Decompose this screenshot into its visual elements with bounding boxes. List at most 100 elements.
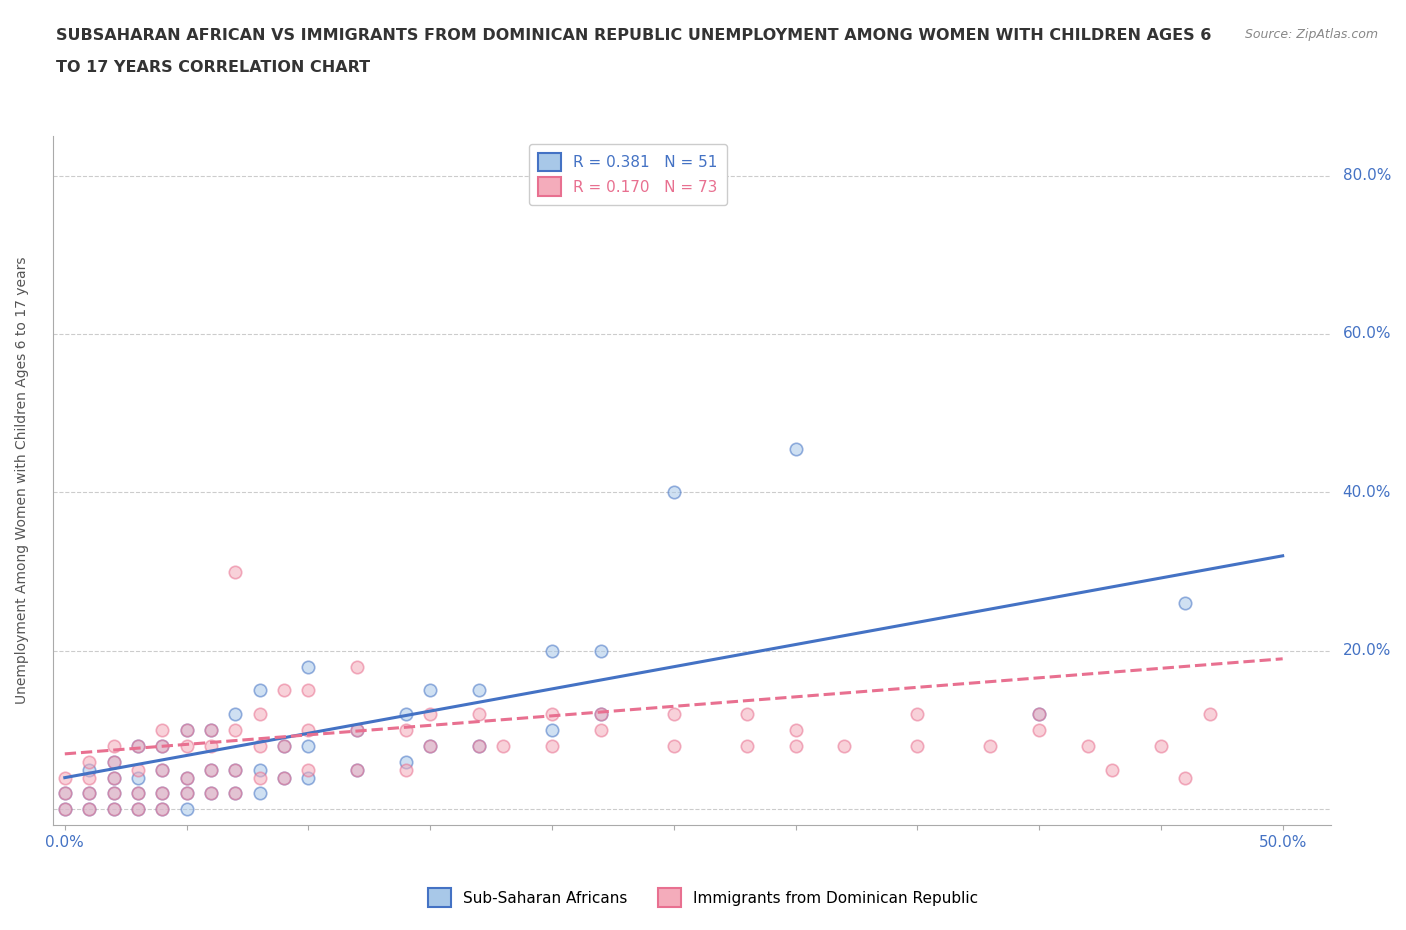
Point <box>346 723 368 737</box>
Point <box>589 707 612 722</box>
Point <box>395 723 418 737</box>
Point <box>541 707 564 722</box>
Point <box>127 786 149 801</box>
Point <box>224 763 246 777</box>
Point <box>905 738 928 753</box>
Point <box>127 802 149 817</box>
Point <box>127 770 149 785</box>
Point <box>273 770 295 785</box>
Point <box>224 723 246 737</box>
Point <box>395 754 418 769</box>
Point <box>77 786 100 801</box>
Point <box>249 770 271 785</box>
Point <box>127 738 149 753</box>
Point <box>176 770 198 785</box>
Point <box>176 802 198 817</box>
Point <box>1028 723 1050 737</box>
Y-axis label: Unemployment Among Women with Children Ages 6 to 17 years: Unemployment Among Women with Children A… <box>15 257 30 704</box>
Point <box>589 644 612 658</box>
Point <box>297 683 319 698</box>
Point <box>541 644 564 658</box>
Point <box>541 723 564 737</box>
Point <box>77 754 100 769</box>
Point <box>53 802 76 817</box>
Point <box>77 802 100 817</box>
Point <box>662 707 685 722</box>
Point <box>297 738 319 753</box>
Point <box>662 485 685 499</box>
Point <box>200 738 222 753</box>
Point <box>273 738 295 753</box>
Point <box>273 738 295 753</box>
Point <box>200 763 222 777</box>
Point <box>200 723 222 737</box>
Point <box>905 707 928 722</box>
Point <box>1028 707 1050 722</box>
Point <box>419 707 441 722</box>
Point <box>103 738 125 753</box>
Point <box>127 738 149 753</box>
Point <box>150 763 173 777</box>
Point <box>200 786 222 801</box>
Text: SUBSAHARAN AFRICAN VS IMMIGRANTS FROM DOMINICAN REPUBLIC UNEMPLOYMENT AMONG WOME: SUBSAHARAN AFRICAN VS IMMIGRANTS FROM DO… <box>56 28 1212 43</box>
Text: 40.0%: 40.0% <box>1343 485 1391 500</box>
Point <box>419 738 441 753</box>
Point <box>103 802 125 817</box>
Point <box>249 707 271 722</box>
Point <box>735 738 758 753</box>
Point <box>735 707 758 722</box>
Point <box>103 754 125 769</box>
Point <box>273 683 295 698</box>
Point <box>77 763 100 777</box>
Point <box>297 659 319 674</box>
Point <box>785 723 807 737</box>
Point <box>395 763 418 777</box>
Point <box>419 683 441 698</box>
Text: 60.0%: 60.0% <box>1343 326 1391 341</box>
Point <box>589 707 612 722</box>
Point <box>297 763 319 777</box>
Point <box>346 723 368 737</box>
Point <box>53 770 76 785</box>
Point <box>249 738 271 753</box>
Point <box>150 786 173 801</box>
Point <box>297 770 319 785</box>
Point <box>176 738 198 753</box>
Point <box>103 770 125 785</box>
Point <box>53 786 76 801</box>
Point <box>77 786 100 801</box>
Point <box>176 723 198 737</box>
Text: TO 17 YEARS CORRELATION CHART: TO 17 YEARS CORRELATION CHART <box>56 60 370 75</box>
Point <box>589 723 612 737</box>
Point <box>103 786 125 801</box>
Point <box>224 763 246 777</box>
Point <box>150 786 173 801</box>
Point <box>200 723 222 737</box>
Text: 80.0%: 80.0% <box>1343 168 1391 183</box>
Point <box>224 565 246 579</box>
Point <box>785 738 807 753</box>
Point <box>103 786 125 801</box>
Point <box>127 786 149 801</box>
Point <box>346 763 368 777</box>
Point <box>468 707 491 722</box>
Legend: Sub-Saharan Africans, Immigrants from Dominican Republic: Sub-Saharan Africans, Immigrants from Do… <box>422 883 984 913</box>
Point <box>832 738 855 753</box>
Point <box>103 754 125 769</box>
Point <box>150 738 173 753</box>
Point <box>150 802 173 817</box>
Point <box>492 738 515 753</box>
Legend: R = 0.381   N = 51, R = 0.170   N = 73: R = 0.381 N = 51, R = 0.170 N = 73 <box>529 143 727 206</box>
Point <box>249 786 271 801</box>
Point <box>53 786 76 801</box>
Point <box>150 763 173 777</box>
Point <box>346 763 368 777</box>
Point <box>176 770 198 785</box>
Point <box>273 770 295 785</box>
Point <box>127 763 149 777</box>
Point <box>150 802 173 817</box>
Point <box>541 738 564 753</box>
Point <box>224 786 246 801</box>
Text: Source: ZipAtlas.com: Source: ZipAtlas.com <box>1244 28 1378 41</box>
Point <box>468 738 491 753</box>
